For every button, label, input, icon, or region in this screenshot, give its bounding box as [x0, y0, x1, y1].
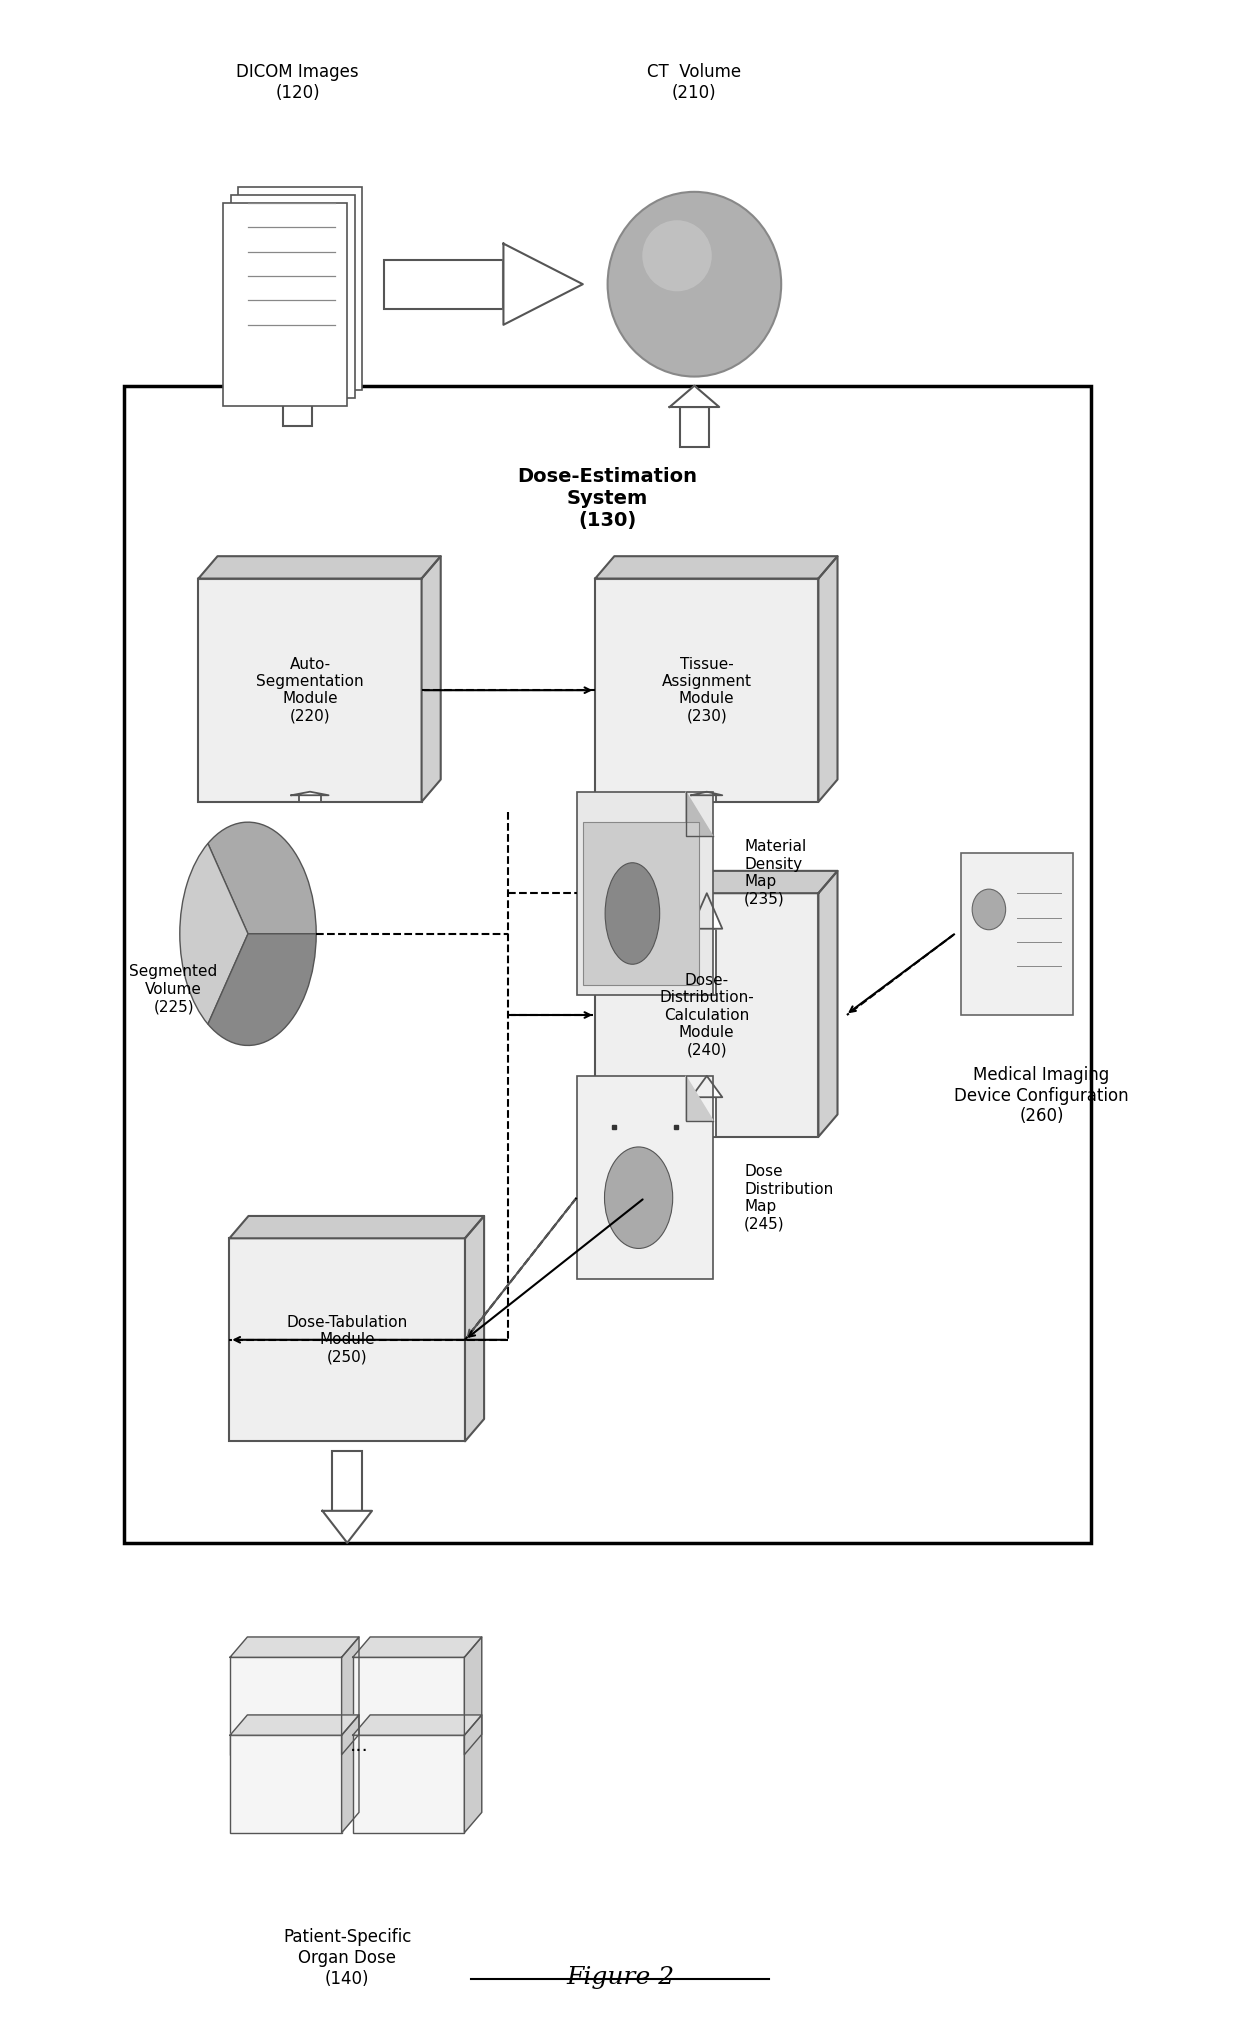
Polygon shape: [503, 244, 583, 325]
Polygon shape: [231, 1715, 360, 1736]
Polygon shape: [692, 1076, 722, 1096]
Polygon shape: [464, 1636, 481, 1754]
FancyBboxPatch shape: [961, 853, 1073, 1015]
Polygon shape: [464, 1715, 481, 1833]
Text: Tissue-
Assignment
Module
(230): Tissue- Assignment Module (230): [662, 656, 751, 725]
FancyBboxPatch shape: [697, 930, 717, 995]
Polygon shape: [692, 792, 722, 796]
Text: Dose-Estimation
System
(130): Dose-Estimation System (130): [517, 467, 698, 530]
Polygon shape: [353, 1636, 481, 1656]
FancyBboxPatch shape: [595, 579, 818, 802]
Wedge shape: [180, 844, 248, 1023]
Polygon shape: [595, 556, 837, 579]
Polygon shape: [818, 871, 837, 1137]
FancyBboxPatch shape: [697, 796, 717, 802]
Text: Patient-Specific
Organ Dose
(140): Patient-Specific Organ Dose (140): [283, 1928, 412, 1987]
FancyBboxPatch shape: [680, 406, 709, 447]
FancyBboxPatch shape: [353, 1656, 465, 1754]
Polygon shape: [353, 1715, 481, 1736]
FancyBboxPatch shape: [231, 1736, 342, 1833]
FancyBboxPatch shape: [577, 1076, 713, 1279]
Polygon shape: [670, 386, 719, 406]
Polygon shape: [342, 1636, 360, 1754]
Polygon shape: [342, 1715, 360, 1833]
FancyBboxPatch shape: [595, 893, 818, 1137]
Text: Segmented
Volume
(225): Segmented Volume (225): [129, 964, 218, 1015]
Polygon shape: [291, 792, 329, 796]
Polygon shape: [273, 386, 322, 400]
Text: CT  Volume
(210): CT Volume (210): [647, 63, 742, 102]
Text: ...: ...: [350, 1736, 370, 1756]
FancyBboxPatch shape: [583, 822, 699, 985]
FancyBboxPatch shape: [577, 792, 713, 995]
Polygon shape: [686, 792, 713, 836]
Polygon shape: [322, 1510, 372, 1543]
FancyBboxPatch shape: [231, 1656, 342, 1754]
FancyBboxPatch shape: [283, 400, 312, 426]
FancyBboxPatch shape: [697, 1096, 717, 1137]
Text: Dose
Distribution
Map
(245): Dose Distribution Map (245): [744, 1163, 833, 1232]
Polygon shape: [198, 556, 440, 579]
Text: Figure 2: Figure 2: [565, 1967, 675, 1989]
FancyBboxPatch shape: [353, 1736, 465, 1833]
FancyBboxPatch shape: [238, 187, 362, 390]
Text: DICOM Images
(120): DICOM Images (120): [237, 63, 358, 102]
Text: Medical Imaging
Device Configuration
(260): Medical Imaging Device Configuration (26…: [955, 1066, 1128, 1125]
FancyBboxPatch shape: [231, 195, 355, 398]
Ellipse shape: [972, 889, 1006, 930]
FancyBboxPatch shape: [223, 203, 347, 406]
Polygon shape: [595, 871, 837, 893]
FancyBboxPatch shape: [124, 386, 1091, 1543]
Polygon shape: [686, 1076, 713, 1121]
Polygon shape: [231, 1636, 360, 1656]
Polygon shape: [692, 893, 722, 930]
Polygon shape: [465, 1216, 484, 1441]
Ellipse shape: [642, 221, 712, 292]
FancyBboxPatch shape: [384, 260, 503, 309]
Polygon shape: [818, 556, 837, 802]
Text: Dose-Tabulation
Module
(250): Dose-Tabulation Module (250): [286, 1315, 408, 1364]
Wedge shape: [208, 934, 316, 1045]
Ellipse shape: [608, 193, 781, 378]
Text: Material
Density
Map
(235): Material Density Map (235): [744, 838, 806, 907]
Text: Auto-
Segmentation
Module
(220): Auto- Segmentation Module (220): [257, 656, 363, 725]
Polygon shape: [422, 556, 440, 802]
Polygon shape: [229, 1216, 484, 1238]
Wedge shape: [208, 822, 316, 934]
FancyBboxPatch shape: [198, 579, 422, 802]
Ellipse shape: [605, 863, 660, 964]
FancyBboxPatch shape: [299, 796, 321, 802]
Text: Dose-
Distribution-
Calculation
Module
(240): Dose- Distribution- Calculation Module (…: [660, 972, 754, 1058]
FancyBboxPatch shape: [229, 1238, 465, 1441]
Ellipse shape: [605, 1147, 672, 1248]
FancyBboxPatch shape: [332, 1451, 362, 1510]
